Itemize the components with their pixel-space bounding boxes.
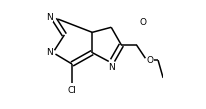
Text: O: O: [147, 56, 154, 65]
Text: Cl: Cl: [68, 86, 76, 95]
Text: N: N: [46, 48, 53, 57]
Text: N: N: [46, 13, 53, 22]
Text: O: O: [139, 18, 146, 27]
Text: N: N: [108, 63, 115, 72]
